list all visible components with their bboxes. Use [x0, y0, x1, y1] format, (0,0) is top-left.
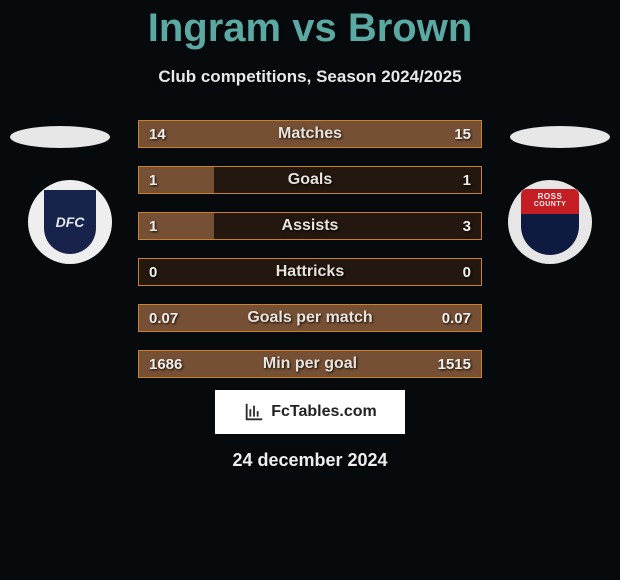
stat-value-right: 0 — [463, 259, 471, 285]
club-crest-right-line2: COUNTY — [534, 201, 567, 208]
stat-value-right: 15 — [454, 121, 471, 147]
page-subtitle: Club competitions, Season 2024/2025 — [0, 67, 620, 87]
stat-label: Goals per match — [139, 305, 481, 331]
stat-row: 14Matches15 — [138, 120, 482, 148]
stats-table: 14Matches151Goals11Assists30Hattricks00.… — [138, 120, 482, 396]
stat-row: 0.07Goals per match0.07 — [138, 304, 482, 332]
brand-text: FcTables.com — [271, 403, 377, 421]
club-crest-right-shield: ROSS COUNTY — [521, 189, 579, 255]
stat-value-right: 1 — [463, 167, 471, 193]
stat-row: 1686Min per goal1515 — [138, 350, 482, 378]
chart-icon — [243, 401, 265, 423]
player-platform-right — [510, 126, 610, 148]
stat-label: Min per goal — [139, 351, 481, 377]
stat-row: 1Assists3 — [138, 212, 482, 240]
stat-label: Goals — [139, 167, 481, 193]
club-crest-right: ROSS COUNTY — [508, 180, 592, 264]
brand-badge: FcTables.com — [215, 390, 405, 434]
stat-label: Hattricks — [139, 259, 481, 285]
snapshot-date: 24 december 2024 — [0, 450, 620, 471]
stat-row: 1Goals1 — [138, 166, 482, 194]
club-crest-left-label: DFC — [44, 190, 96, 254]
stat-label: Assists — [139, 213, 481, 239]
player-platform-left — [10, 126, 110, 148]
stat-value-right: 1515 — [438, 351, 471, 377]
stat-label: Matches — [139, 121, 481, 147]
page-title: Ingram vs Brown — [0, 0, 620, 51]
stat-value-right: 3 — [463, 213, 471, 239]
club-crest-left: DFC — [28, 180, 112, 264]
club-crest-right-line1: ROSS — [538, 192, 563, 201]
stat-value-right: 0.07 — [442, 305, 471, 331]
stat-row: 0Hattricks0 — [138, 258, 482, 286]
